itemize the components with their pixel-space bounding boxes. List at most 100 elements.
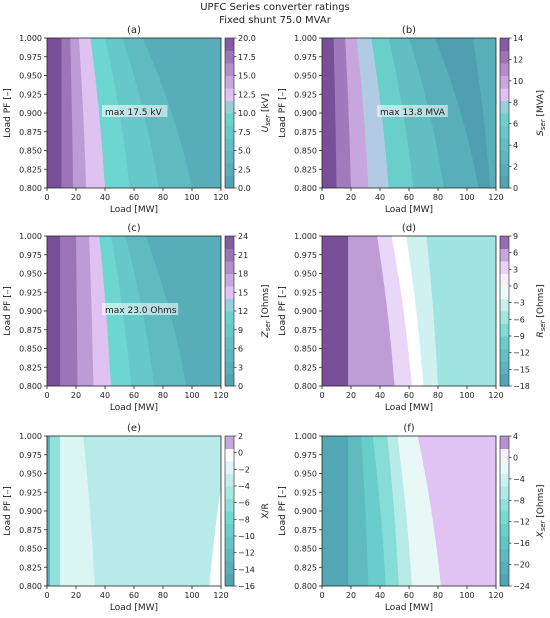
y-axis-label: Load PF [–] bbox=[3, 88, 13, 137]
colorbar-segment bbox=[500, 561, 509, 574]
colorbar-tick-label: 21 bbox=[238, 251, 248, 260]
x-tick-label: 60 bbox=[129, 391, 139, 400]
x-tick-label: 20 bbox=[346, 193, 356, 202]
colorbar-tick-label: −16 bbox=[238, 582, 255, 591]
colorbar-segment bbox=[500, 175, 509, 189]
y-tick-label: 0.850 bbox=[19, 345, 42, 354]
colorbar-tick-label: 10.0 bbox=[238, 109, 256, 118]
annotation: max 23.0 Ohms bbox=[105, 306, 177, 316]
colorbar-frame bbox=[499, 37, 510, 189]
x-tick-label: 120 bbox=[488, 193, 503, 202]
colorbar-tick-label: 0.0 bbox=[238, 184, 251, 193]
y-tick-label: 1.000 bbox=[19, 34, 42, 43]
colorbar-tick-label: 2.5 bbox=[238, 165, 251, 174]
y-tick-label: 0.975 bbox=[294, 53, 317, 62]
colorbar-tick-label: −20 bbox=[513, 561, 530, 570]
colorbar-tick-label: 3 bbox=[513, 265, 518, 274]
y-tick-label: 0.875 bbox=[294, 526, 317, 535]
annotation: max 17.5 kV bbox=[105, 108, 163, 118]
colorbar-tick-label: −16 bbox=[513, 539, 530, 548]
figure-title: UPFC Series converter ratings bbox=[200, 2, 350, 13]
y-tick-label: 0.975 bbox=[19, 451, 42, 460]
contour-band bbox=[472, 38, 496, 188]
y-tick-label: 0.875 bbox=[294, 128, 317, 137]
colorbar-segment bbox=[225, 573, 234, 587]
x-tick-label: 20 bbox=[346, 591, 356, 600]
colorbar-segment bbox=[225, 298, 234, 312]
colorbar-segment bbox=[500, 436, 509, 449]
colorbar-segment bbox=[500, 511, 509, 524]
colorbar-tick-label: 4 bbox=[513, 432, 518, 441]
colorbar-segment bbox=[500, 323, 509, 337]
panel-label: (f) bbox=[403, 423, 414, 434]
colorbar-segment bbox=[225, 311, 234, 324]
colorbar-segment bbox=[225, 150, 234, 164]
x-tick-label: 40 bbox=[375, 193, 385, 202]
y-tick-label: 0.825 bbox=[294, 563, 317, 572]
colorbar-tick-label: −10 bbox=[238, 532, 255, 541]
y-tick-label: 0.850 bbox=[19, 147, 42, 156]
colorbar-tick-label: 10 bbox=[513, 77, 523, 86]
x-tick-label: 120 bbox=[213, 391, 228, 400]
x-axis-label: Load [MW] bbox=[110, 403, 158, 413]
y-tick-label: 0.900 bbox=[294, 109, 317, 118]
colorbar-tick-label: 0 bbox=[513, 282, 518, 291]
x-tick-label: 60 bbox=[129, 193, 139, 202]
colorbar-tick-label: 9 bbox=[513, 232, 518, 241]
colorbar-tick-label: −4 bbox=[513, 475, 525, 484]
x-tick-label: 40 bbox=[100, 193, 110, 202]
colorbar-segment bbox=[225, 138, 234, 151]
colorbar-segment bbox=[500, 273, 509, 287]
y-tick-label: 0.975 bbox=[19, 53, 42, 62]
y-tick-label: 0.850 bbox=[294, 147, 317, 156]
colorbar-segment bbox=[225, 50, 234, 64]
colorbar-segment bbox=[225, 536, 234, 549]
colorbar-tick-label: −8 bbox=[513, 496, 525, 505]
contour-band bbox=[417, 436, 496, 586]
colorbar-label: Sser [MVA] bbox=[536, 90, 547, 136]
figure-subtitle: Fixed shunt 75.0 MVAr bbox=[219, 15, 331, 26]
x-tick-label: 80 bbox=[433, 193, 443, 202]
x-tick-label: 60 bbox=[404, 391, 414, 400]
colorbar-segment bbox=[225, 561, 234, 574]
x-tick-label: 80 bbox=[158, 591, 168, 600]
colorbar-segment bbox=[225, 286, 234, 299]
colorbar-frame bbox=[499, 235, 510, 387]
colorbar-segment bbox=[500, 138, 509, 151]
y-tick-label: 0.975 bbox=[294, 451, 317, 460]
annotation: max 13.8 MVA bbox=[380, 108, 446, 118]
x-tick-label: 100 bbox=[184, 591, 199, 600]
y-tick-label: 0.950 bbox=[19, 72, 42, 81]
colorbar-segment bbox=[500, 373, 509, 387]
x-tick-label: 20 bbox=[71, 193, 81, 202]
colorbar-tick-label: 24 bbox=[238, 232, 248, 241]
x-tick-label: 80 bbox=[433, 391, 443, 400]
colorbar-label: Xser [Ohms] bbox=[536, 484, 547, 538]
y-axis-label: Load PF [–] bbox=[278, 486, 288, 535]
colorbar-segment bbox=[225, 498, 234, 512]
colorbar-tick-label: −15 bbox=[513, 365, 530, 374]
y-tick-label: 0.800 bbox=[19, 582, 42, 591]
colorbar: 9 6 3 0 −3 −6 −9 −12 −15 −18 Rser [Ohms] bbox=[499, 232, 547, 391]
colorbar-segment bbox=[500, 248, 509, 262]
colorbar-segment bbox=[225, 436, 234, 449]
colorbar-segment bbox=[500, 486, 509, 499]
colorbar-segment bbox=[225, 175, 234, 189]
colorbar-tick-label: 0 bbox=[513, 184, 518, 193]
contour-band bbox=[145, 236, 221, 386]
colorbar-tick-label: 15.0 bbox=[238, 72, 256, 81]
colorbar-segment bbox=[500, 473, 509, 487]
colorbar-segment bbox=[500, 236, 509, 249]
colorbar-tick-label: −2 bbox=[238, 465, 250, 474]
colorbar-tick-label: −9 bbox=[513, 332, 525, 341]
colorbar-segment bbox=[225, 113, 234, 126]
x-tick-label: 120 bbox=[213, 193, 228, 202]
colorbar-segment bbox=[225, 261, 234, 274]
colorbar-tick-label: 6 bbox=[513, 120, 518, 129]
colorbar-frame bbox=[224, 435, 235, 587]
y-tick-label: 0.900 bbox=[294, 507, 317, 516]
y-axis-label: Load PF [–] bbox=[278, 88, 288, 137]
x-tick-label: 120 bbox=[488, 391, 503, 400]
